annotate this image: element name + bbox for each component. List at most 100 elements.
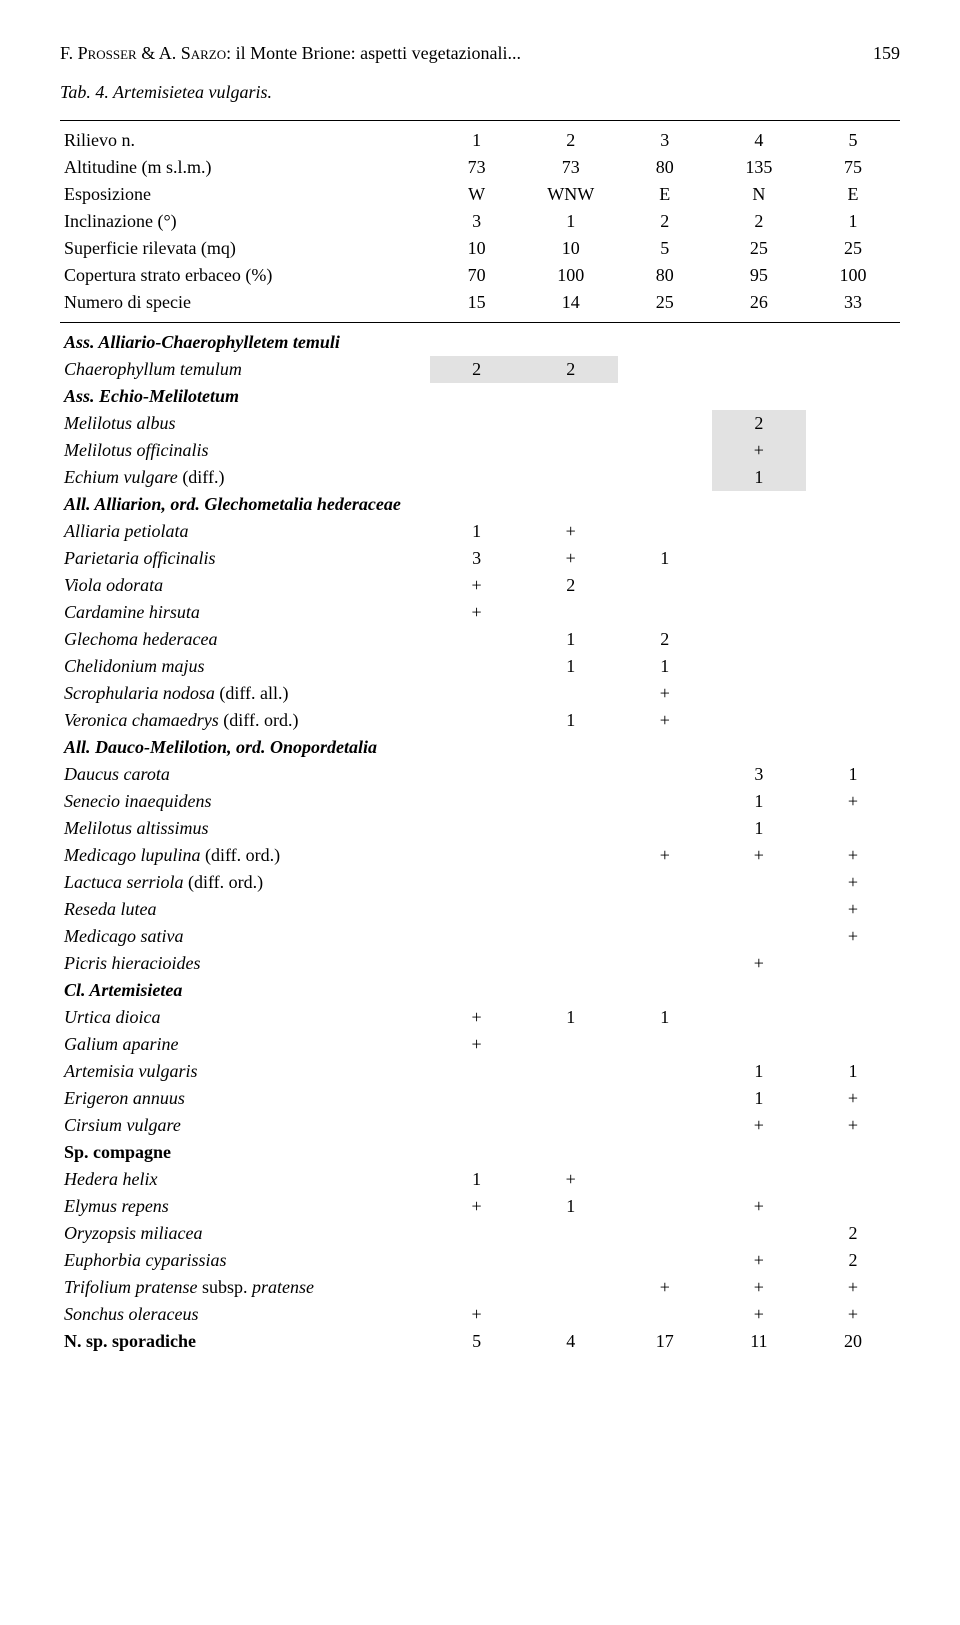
cell: + [712,1247,806,1274]
row-label: Melilotus altissimus [60,815,430,842]
cell: 1 [618,1004,712,1031]
table-row: Elymus repens+1+ [60,1193,900,1220]
row-label: Artemisia vulgaris [60,1058,430,1085]
cell: 2 [524,572,618,599]
cell [618,1112,712,1139]
cell [806,1004,900,1031]
cell [806,1139,900,1166]
table-row: Reseda lutea+ [60,896,900,923]
table-row: Urtica dioica+11 [60,1004,900,1031]
row-label: Rilievo n. [60,127,430,154]
cell [618,599,712,626]
cell [524,842,618,869]
cell [430,626,524,653]
cell: 14 [524,289,618,316]
table-row: Senecio inaequidens1+ [60,788,900,815]
running-head-title: : il Monte Brione: aspetti vegetazionali… [226,43,521,63]
cell: 73 [430,154,524,181]
cell [806,518,900,545]
cell: + [712,1193,806,1220]
cell: + [618,1274,712,1301]
cell [712,599,806,626]
row-label: Ass. Alliario-Chaerophylletem temuli [60,329,430,356]
cell [430,923,524,950]
cell [712,923,806,950]
row-label: Parietaria officinalis [60,545,430,572]
cell: 2 [524,356,618,383]
table-row: Sonchus oleraceus+++ [60,1301,900,1328]
cell: + [524,518,618,545]
cell [524,1220,618,1247]
cell: 1 [524,208,618,235]
cell [524,1247,618,1274]
cell [430,437,524,464]
row-label: Numero di specie [60,289,430,316]
cell: E [618,181,712,208]
cell: 1 [806,761,900,788]
cell [430,950,524,977]
cell: 3 [618,127,712,154]
cell [806,707,900,734]
row-label: Elymus repens [60,1193,430,1220]
cell [712,653,806,680]
cell: 80 [618,262,712,289]
row-label: Alliaria petiolata [60,518,430,545]
cell [806,599,900,626]
cell: + [430,1004,524,1031]
cell [618,815,712,842]
cell: + [806,896,900,923]
caption-text: Tab. 4. Artemisietea vulgaris. [60,82,272,102]
running-head: F. Prosser & A. Sarzo: il Monte Brione: … [60,40,900,67]
cell [806,734,900,761]
table-row: N. sp. sporadiche54171120 [60,1328,900,1355]
cell [430,491,524,518]
cell: W [430,181,524,208]
table-row: Viola odorata+2 [60,572,900,599]
table-row: Rilievo n.12345 [60,127,900,154]
cell [430,842,524,869]
cell: 3 [430,545,524,572]
table-row: Melilotus officinalis+ [60,437,900,464]
cell [806,626,900,653]
cell [806,1031,900,1058]
row-label: Oryzopsis miliacea [60,1220,430,1247]
cell [806,410,900,437]
cell: 10 [430,235,524,262]
cell: 15 [430,289,524,316]
cell [618,383,712,410]
cell [430,1274,524,1301]
cell [806,1166,900,1193]
cell [618,734,712,761]
cell [806,437,900,464]
table-row: Artemisia vulgaris11 [60,1058,900,1085]
row-label: All. Dauco-Melilotion, ord. Onopordetali… [60,734,430,761]
table-row: Echium vulgare (diff.)1 [60,464,900,491]
cell [618,329,712,356]
cell [430,653,524,680]
row-label: Inclinazione (°) [60,208,430,235]
cell: 1 [712,1058,806,1085]
table-row: Melilotus altissimus1 [60,815,900,842]
cell [806,383,900,410]
cell [618,1166,712,1193]
cell: 25 [806,235,900,262]
table-row: Parietaria officinalis3+1 [60,545,900,572]
cell [618,410,712,437]
cell [430,1058,524,1085]
cell [806,950,900,977]
cell [618,1139,712,1166]
cell: + [430,1031,524,1058]
cell [712,1031,806,1058]
row-label: All. Alliarion, ord. Glechometalia heder… [60,491,430,518]
cell: 3 [430,208,524,235]
table-row: All. Alliarion, ord. Glechometalia heder… [60,491,900,518]
cell [430,1139,524,1166]
row-label: Ass. Echio-Melilotetum [60,383,430,410]
cell [618,869,712,896]
cell [524,1301,618,1328]
table-row: Picris hieracioides+ [60,950,900,977]
cell [806,464,900,491]
cell: 1 [618,653,712,680]
table-row: Scrophularia nodosa (diff. all.)+ [60,680,900,707]
cell [712,869,806,896]
